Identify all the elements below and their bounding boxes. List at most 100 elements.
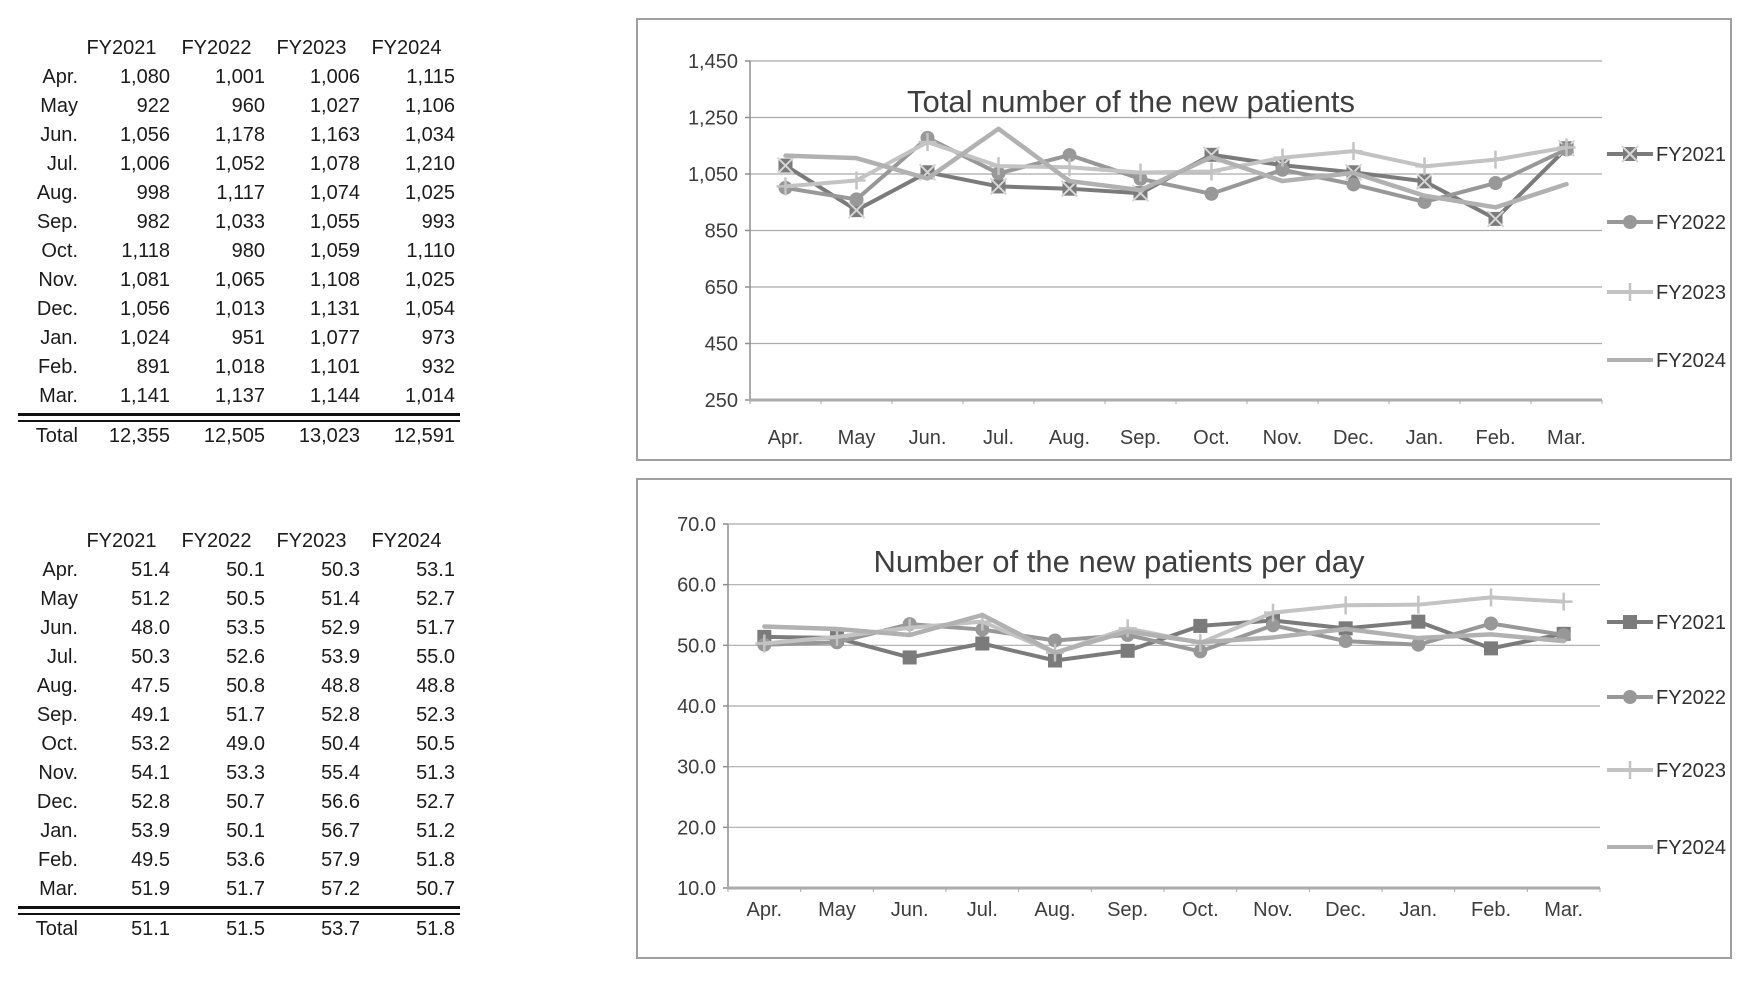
cell-value: 52.8: [321, 704, 360, 726]
cell-value: 57.2: [321, 878, 360, 900]
cell-value: 52.9: [321, 617, 360, 639]
cell-value: 54.1: [131, 762, 170, 784]
row-label: Jun.: [40, 124, 78, 146]
cell-value: 1,078: [309, 153, 360, 175]
x-tick-label: Jun.: [891, 899, 929, 921]
circle-marker: [1411, 637, 1426, 652]
cell-value: 1,006: [309, 66, 360, 88]
cell-value: 1,024: [119, 327, 170, 349]
legend-item-FY2022: FY2022: [1607, 687, 1726, 709]
y-tick-label: 30.0: [677, 757, 716, 779]
row-label: Aug.: [36, 675, 78, 697]
total-patients-chart: 250 450 650 850 1,050 1,250 1,450 Apr. May Jun. Ju…: [636, 18, 1732, 461]
cell-value: 51.9: [131, 878, 170, 900]
chart-title: Total number of the new patients: [907, 84, 1355, 119]
cell-value: 57.9: [321, 849, 360, 871]
row-label: Feb.: [37, 849, 78, 871]
total-row-value: 51.8: [416, 918, 455, 940]
row-label: Dec.: [36, 791, 78, 813]
cell-value: 1,163: [309, 124, 360, 146]
total-row-value: 53.7: [321, 918, 360, 940]
row-label: Dec.: [36, 298, 78, 320]
row-label: Sep.: [36, 704, 78, 726]
cell-value: 1,034: [404, 124, 455, 146]
series-line-FY2021: [762, 618, 1566, 663]
cell-value: 51.4: [321, 588, 360, 610]
cell-value: 1,080: [119, 66, 170, 88]
x-tick-label: May: [838, 427, 876, 449]
cell-value: 1,110: [406, 240, 455, 262]
circle-marker: [1488, 176, 1503, 191]
x-tick-label: May: [818, 899, 856, 921]
cell-value: 1,018: [214, 356, 265, 378]
legend-label: FY2024: [1656, 350, 1726, 372]
row-label: Jan.: [40, 820, 78, 842]
x-tick-label: Dec.: [1325, 899, 1366, 921]
row-label: Mar.: [39, 385, 78, 407]
circle-marker: [849, 192, 864, 207]
cell-value: 49.0: [226, 733, 265, 755]
cell-value: 1,118: [121, 240, 170, 262]
cell-value: 49.5: [131, 849, 170, 871]
legend-item-FY2022: FY2022: [1607, 212, 1726, 234]
chart-canvas: 250 450 650 850 1,050 1,250 1,450 Apr. May Jun. Ju…: [688, 51, 1726, 449]
cell-value: 52.7: [416, 791, 455, 813]
cell-value: 50.5: [226, 588, 265, 610]
cell-value: 53.9: [321, 646, 360, 668]
column-header: FY2022: [181, 530, 252, 552]
cell-value: 1,059: [309, 240, 360, 262]
chart-canvas: 10.0 20.0 30.0 40.0 50.0 60.0 70.0 Apr. May Jun. J…: [677, 514, 1726, 921]
series-line-FY2024: [762, 612, 1566, 655]
cell-value: 47.5: [131, 675, 170, 697]
x-square-marker: [1486, 210, 1505, 228]
cell-value: 993: [421, 211, 455, 233]
x-tick-label: Mar.: [1544, 899, 1583, 921]
y-tick-label: 70.0: [677, 514, 716, 536]
y-tick-label: 650: [705, 277, 738, 299]
x-tick-label: Jul.: [983, 427, 1014, 449]
total-row-value: 12,355: [108, 425, 170, 447]
cell-value: 1,178: [214, 124, 265, 146]
cell-value: 55.0: [416, 646, 455, 668]
cell-value: 932: [421, 356, 455, 378]
x-tick-label: Oct.: [1193, 427, 1230, 449]
cell-value: 53.1: [416, 559, 455, 581]
circle-marker: [1338, 634, 1353, 649]
cell-value: 48.8: [416, 675, 455, 697]
x-square-marker: [776, 156, 795, 175]
cell-value: 891: [136, 356, 170, 378]
y-tick-label: 40.0: [677, 696, 716, 718]
cell-value: 52.3: [416, 704, 455, 726]
cell-value: 922: [136, 95, 170, 117]
x-tick-label: Apr.: [747, 899, 783, 921]
legend-label: FY2023: [1656, 760, 1726, 782]
cell-value: 1,117: [216, 182, 265, 204]
cell-value: 1,056: [119, 124, 170, 146]
cell-value: 50.7: [226, 791, 265, 813]
monthly-total-table: FY2021 FY2022 FY2023 FY2024 Apr. 1,080 1,001 1,…: [18, 34, 460, 451]
x-tick-label: Aug.: [1034, 899, 1075, 921]
x-tick-label: Feb.: [1471, 899, 1511, 921]
cell-value: 53.2: [131, 733, 170, 755]
row-label: Oct.: [41, 733, 78, 755]
circle-marker: [1048, 633, 1062, 648]
row-label: Oct.: [41, 240, 78, 262]
column-header: FY2024: [371, 37, 442, 59]
cell-value: 980: [231, 240, 265, 262]
cell-value: 1,144: [309, 385, 360, 407]
cell-value: 53.9: [131, 820, 170, 842]
cell-value: 55.4: [321, 762, 360, 784]
legend-item-FY2023: FY2023: [1607, 760, 1726, 782]
legend-label: FY2023: [1656, 282, 1726, 304]
cell-value: 52.7: [416, 588, 455, 610]
cell-value: 973: [421, 327, 455, 349]
x-square-marker: [989, 177, 1008, 196]
x-tick-label: Jan.: [1406, 427, 1444, 449]
cell-value: 51.2: [416, 820, 455, 842]
x-square-marker: [1415, 172, 1434, 191]
circle-marker: [1204, 186, 1219, 201]
cell-value: 1,055: [309, 211, 360, 233]
cell-value: 1,131: [309, 298, 360, 320]
row-label: Mar.: [39, 878, 78, 900]
row-label: Apr.: [42, 66, 78, 88]
